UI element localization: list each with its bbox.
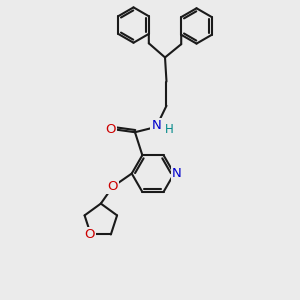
Text: O: O <box>84 228 94 241</box>
Text: N: N <box>151 119 161 132</box>
Text: O: O <box>105 123 116 136</box>
Text: H: H <box>165 123 173 136</box>
Text: O: O <box>107 180 118 193</box>
Text: N: N <box>172 167 182 180</box>
